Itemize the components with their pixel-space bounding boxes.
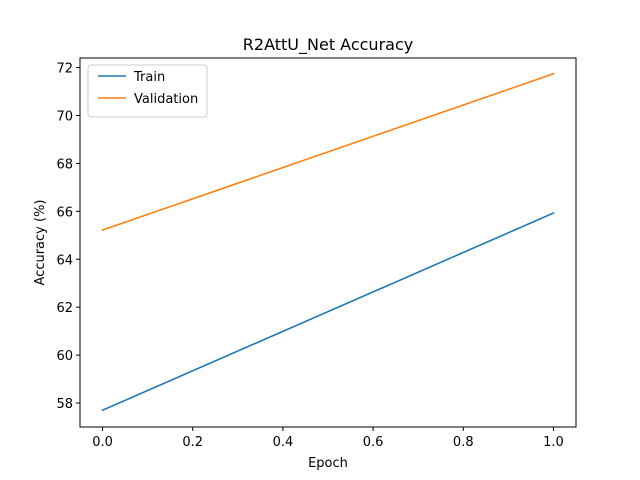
y-tick-label: 70: [56, 110, 73, 125]
y-tick-label: 64: [56, 253, 73, 268]
y-tick-label: 62: [56, 301, 73, 316]
plot-lines: [101, 72, 555, 412]
x-tick-label: 0.6: [363, 435, 384, 450]
x-tick-label: 0.4: [273, 435, 294, 450]
x-tick-label: 0.0: [92, 435, 113, 450]
x-tick-label: 0.8: [453, 435, 474, 450]
y-tick-label: 58: [56, 397, 73, 412]
x-tick-label: 1.0: [543, 435, 564, 450]
x-tick-label: 0.2: [182, 435, 203, 450]
y-axis-ticks: 58 60 62 64 66 68 70 72: [56, 62, 80, 412]
series-line-validation: [101, 72, 555, 232]
y-tick-label: 68: [56, 157, 73, 172]
y-tick-label: 66: [56, 205, 73, 220]
x-axis-ticks: 0.0 0.2 0.4 0.6 0.8 1.0: [92, 427, 564, 450]
legend-box: [87, 64, 208, 118]
y-axis-title: Accuracy (%): [33, 200, 48, 286]
legend: Train Validation: [87, 64, 208, 118]
plot-area-frame: [79, 57, 577, 428]
x-axis-title: Epoch: [308, 456, 348, 471]
chart-title: R2AttU_Net Accuracy: [243, 35, 413, 55]
y-tick-label: 60: [56, 349, 73, 364]
series-line-train: [101, 211, 555, 412]
legend-label: Train: [133, 70, 165, 85]
y-tick-label: 72: [56, 62, 73, 77]
legend-label: Validation: [134, 92, 198, 107]
